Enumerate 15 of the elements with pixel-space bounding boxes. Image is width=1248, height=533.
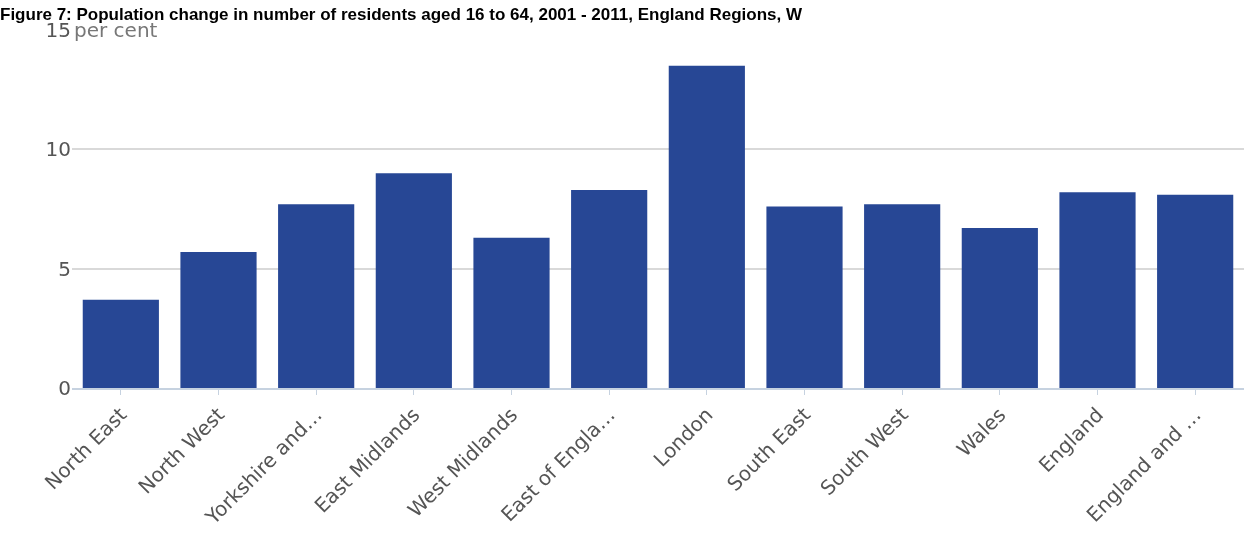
bar — [473, 237, 550, 388]
bar — [375, 173, 452, 388]
bar — [82, 299, 159, 388]
bar — [571, 189, 648, 388]
bar — [961, 228, 1038, 388]
bar — [1157, 194, 1234, 388]
bar — [1059, 192, 1136, 388]
bar — [180, 251, 257, 388]
bar — [864, 204, 941, 388]
y-tick-label: 10 — [45, 137, 71, 162]
bar — [668, 65, 745, 388]
bar — [766, 206, 843, 388]
y-tick-label: 0 — [58, 376, 71, 400]
bar — [278, 204, 355, 388]
y-tick-label: 5 — [58, 256, 71, 281]
